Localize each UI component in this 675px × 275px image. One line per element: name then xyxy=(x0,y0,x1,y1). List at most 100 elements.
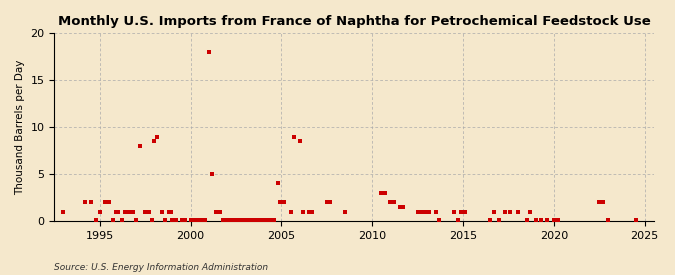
Point xyxy=(149,139,160,144)
Point xyxy=(206,172,217,176)
Point xyxy=(285,210,296,214)
Point xyxy=(412,210,423,214)
Point xyxy=(489,210,500,214)
Point xyxy=(549,218,560,222)
Point xyxy=(536,218,547,222)
Point xyxy=(156,210,167,214)
Point xyxy=(423,210,434,214)
Point xyxy=(603,218,614,222)
Point xyxy=(394,205,405,209)
Y-axis label: Thousand Barrels per Day: Thousand Barrels per Day xyxy=(15,59,25,195)
Point xyxy=(485,218,495,222)
Point xyxy=(521,218,532,222)
Point xyxy=(144,210,155,214)
Point xyxy=(100,200,111,204)
Point xyxy=(379,191,390,195)
Point xyxy=(147,218,158,222)
Point xyxy=(180,218,190,222)
Text: Source: U.S. Energy Information Administration: Source: U.S. Energy Information Administ… xyxy=(54,263,268,272)
Point xyxy=(512,210,523,214)
Point xyxy=(244,218,254,222)
Point xyxy=(525,210,536,214)
Point xyxy=(232,218,243,222)
Point xyxy=(289,134,300,139)
Point xyxy=(167,218,178,222)
Point xyxy=(552,218,563,222)
Point xyxy=(211,210,221,214)
Point xyxy=(274,200,285,204)
Point xyxy=(307,210,318,214)
Point xyxy=(385,200,396,204)
Point xyxy=(185,218,196,222)
Point xyxy=(321,200,332,204)
Point xyxy=(452,218,463,222)
Point xyxy=(203,50,214,54)
Point xyxy=(192,218,203,222)
Point xyxy=(505,210,516,214)
Point xyxy=(120,210,131,214)
Point xyxy=(124,210,134,214)
Point xyxy=(597,200,608,204)
Point xyxy=(247,218,258,222)
Point xyxy=(431,210,441,214)
Point xyxy=(500,210,510,214)
Point xyxy=(171,218,182,222)
Point xyxy=(456,210,466,214)
Point xyxy=(265,218,276,222)
Point xyxy=(298,210,308,214)
Point xyxy=(279,200,290,204)
Point xyxy=(111,210,122,214)
Point xyxy=(225,218,236,222)
Point xyxy=(131,218,142,222)
Point xyxy=(494,218,505,222)
Point xyxy=(416,210,427,214)
Point xyxy=(273,181,284,186)
Point xyxy=(196,218,207,222)
Point xyxy=(594,200,605,204)
Point xyxy=(140,210,151,214)
Point xyxy=(58,210,69,214)
Point xyxy=(541,218,552,222)
Point xyxy=(254,218,265,222)
Point xyxy=(269,218,279,222)
Point xyxy=(276,200,287,204)
Point xyxy=(434,218,445,222)
Point xyxy=(325,200,336,204)
Point xyxy=(218,218,229,222)
Point xyxy=(258,218,269,222)
Point xyxy=(221,218,232,222)
Point xyxy=(80,200,90,204)
Point xyxy=(113,210,124,214)
Point xyxy=(189,218,200,222)
Point xyxy=(294,139,305,144)
Point xyxy=(389,200,400,204)
Point xyxy=(163,210,174,214)
Point xyxy=(229,218,240,222)
Point xyxy=(152,134,163,139)
Point xyxy=(460,210,470,214)
Point xyxy=(630,218,641,222)
Point xyxy=(236,218,247,222)
Point xyxy=(160,218,171,222)
Title: Monthly U.S. Imports from France of Naphtha for Petrochemical Feedstock Use: Monthly U.S. Imports from France of Naph… xyxy=(58,15,651,28)
Point xyxy=(250,218,261,222)
Point xyxy=(116,218,127,222)
Point xyxy=(340,210,350,214)
Point xyxy=(85,200,96,204)
Point xyxy=(376,191,387,195)
Point xyxy=(200,218,211,222)
Point xyxy=(531,218,541,222)
Point xyxy=(107,218,118,222)
Point xyxy=(103,200,114,204)
Point xyxy=(240,218,250,222)
Point xyxy=(176,218,187,222)
Point xyxy=(127,210,138,214)
Point xyxy=(398,205,408,209)
Point xyxy=(90,218,101,222)
Point xyxy=(165,210,176,214)
Point xyxy=(95,210,105,214)
Point xyxy=(214,210,225,214)
Point xyxy=(449,210,460,214)
Point xyxy=(420,210,431,214)
Point xyxy=(261,218,272,222)
